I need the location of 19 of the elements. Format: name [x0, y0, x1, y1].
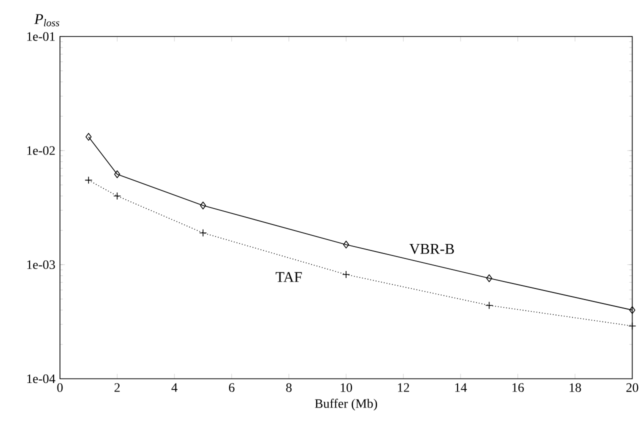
y-axis-title: P$_{loss}$	[34, 14, 60, 26]
series-label: TAF	[276, 272, 302, 282]
x-tick-label: 12	[398, 383, 410, 392]
series-label: VBR-B	[409, 244, 454, 254]
x-axis-title: Buffer (Mb)	[314, 398, 378, 410]
x-tick-label: 10	[340, 383, 352, 392]
x-tick-label: 6	[228, 383, 234, 392]
x-tick-label: 4	[171, 383, 178, 392]
x-tick-label: 20	[626, 383, 638, 392]
y-tick-label: 1e-01	[27, 32, 55, 41]
x-tick-label: 16	[512, 383, 524, 392]
x-tick-label: 2	[114, 383, 120, 392]
x-tick-label: 0	[57, 383, 63, 392]
y-tick-label: 1e-02	[27, 146, 55, 155]
y-tick-label: 1e-03	[27, 260, 55, 269]
x-tick-label: 18	[570, 383, 581, 392]
x-tick-label: 8	[286, 383, 292, 392]
y-tick-label: 1e-04	[27, 374, 56, 383]
x-tick-label: 14	[455, 383, 467, 392]
